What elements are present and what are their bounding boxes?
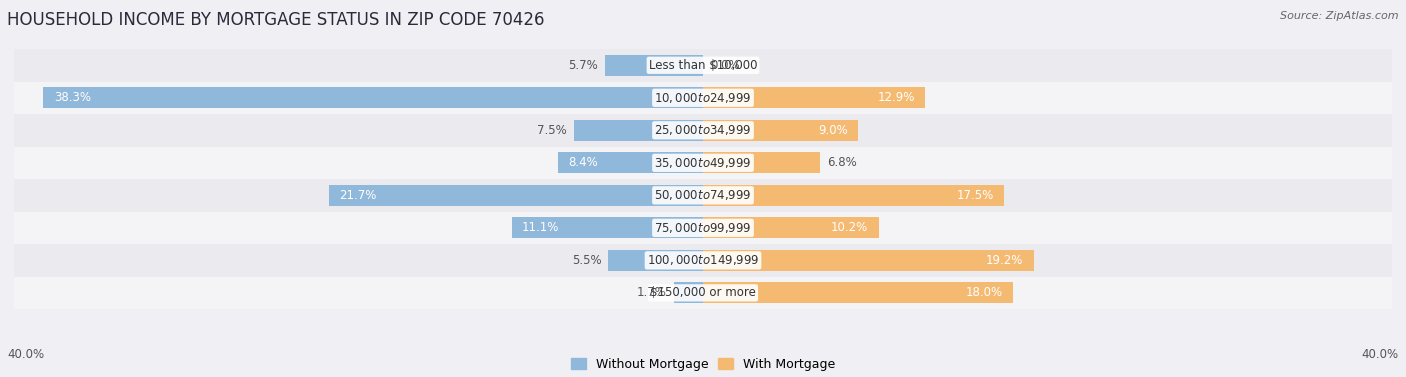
Bar [609,250,703,271]
Text: $100,000 to $149,999: $100,000 to $149,999 [647,253,759,267]
Legend: Without Mortgage, With Mortgage: Without Mortgage, With Mortgage [565,353,841,376]
Text: $150,000 or more: $150,000 or more [650,287,756,299]
Text: 40.0%: 40.0% [1362,348,1399,361]
Text: $10,000 to $24,999: $10,000 to $24,999 [654,91,752,105]
Text: 11.1%: 11.1% [522,221,560,234]
Bar [574,120,703,141]
Bar [703,87,925,108]
Bar [703,185,1004,206]
Text: 17.5%: 17.5% [957,189,994,202]
Text: 7.5%: 7.5% [537,124,567,137]
Bar [512,217,703,238]
Text: 38.3%: 38.3% [53,91,90,104]
Bar [14,49,1392,81]
Bar [14,81,1392,114]
Bar [14,147,1392,179]
Text: Source: ZipAtlas.com: Source: ZipAtlas.com [1281,11,1399,21]
Text: 9.0%: 9.0% [818,124,848,137]
Text: Less than $10,000: Less than $10,000 [648,59,758,72]
Bar [605,55,703,76]
Bar [703,152,820,173]
Text: $50,000 to $74,999: $50,000 to $74,999 [654,188,752,202]
Bar [14,277,1392,309]
Text: 5.7%: 5.7% [568,59,598,72]
Bar [673,282,703,303]
Text: 40.0%: 40.0% [7,348,44,361]
Text: 1.7%: 1.7% [637,287,666,299]
Text: 0.0%: 0.0% [710,59,740,72]
Bar [44,87,703,108]
Bar [703,250,1033,271]
Text: 6.8%: 6.8% [827,156,856,169]
Text: 10.2%: 10.2% [831,221,869,234]
Text: HOUSEHOLD INCOME BY MORTGAGE STATUS IN ZIP CODE 70426: HOUSEHOLD INCOME BY MORTGAGE STATUS IN Z… [7,11,544,29]
Bar [14,179,1392,211]
Text: 19.2%: 19.2% [986,254,1024,267]
Bar [14,114,1392,147]
Bar [329,185,703,206]
Text: 21.7%: 21.7% [340,189,377,202]
Text: $35,000 to $49,999: $35,000 to $49,999 [654,156,752,170]
Bar [703,120,858,141]
Bar [14,211,1392,244]
Text: 5.5%: 5.5% [572,254,602,267]
Text: 12.9%: 12.9% [877,91,915,104]
Text: 8.4%: 8.4% [568,156,599,169]
Text: $75,000 to $99,999: $75,000 to $99,999 [654,221,752,235]
Text: 18.0%: 18.0% [966,287,1002,299]
Bar [703,282,1012,303]
Bar [14,244,1392,277]
Bar [558,152,703,173]
Text: $25,000 to $34,999: $25,000 to $34,999 [654,123,752,137]
Bar [703,217,879,238]
